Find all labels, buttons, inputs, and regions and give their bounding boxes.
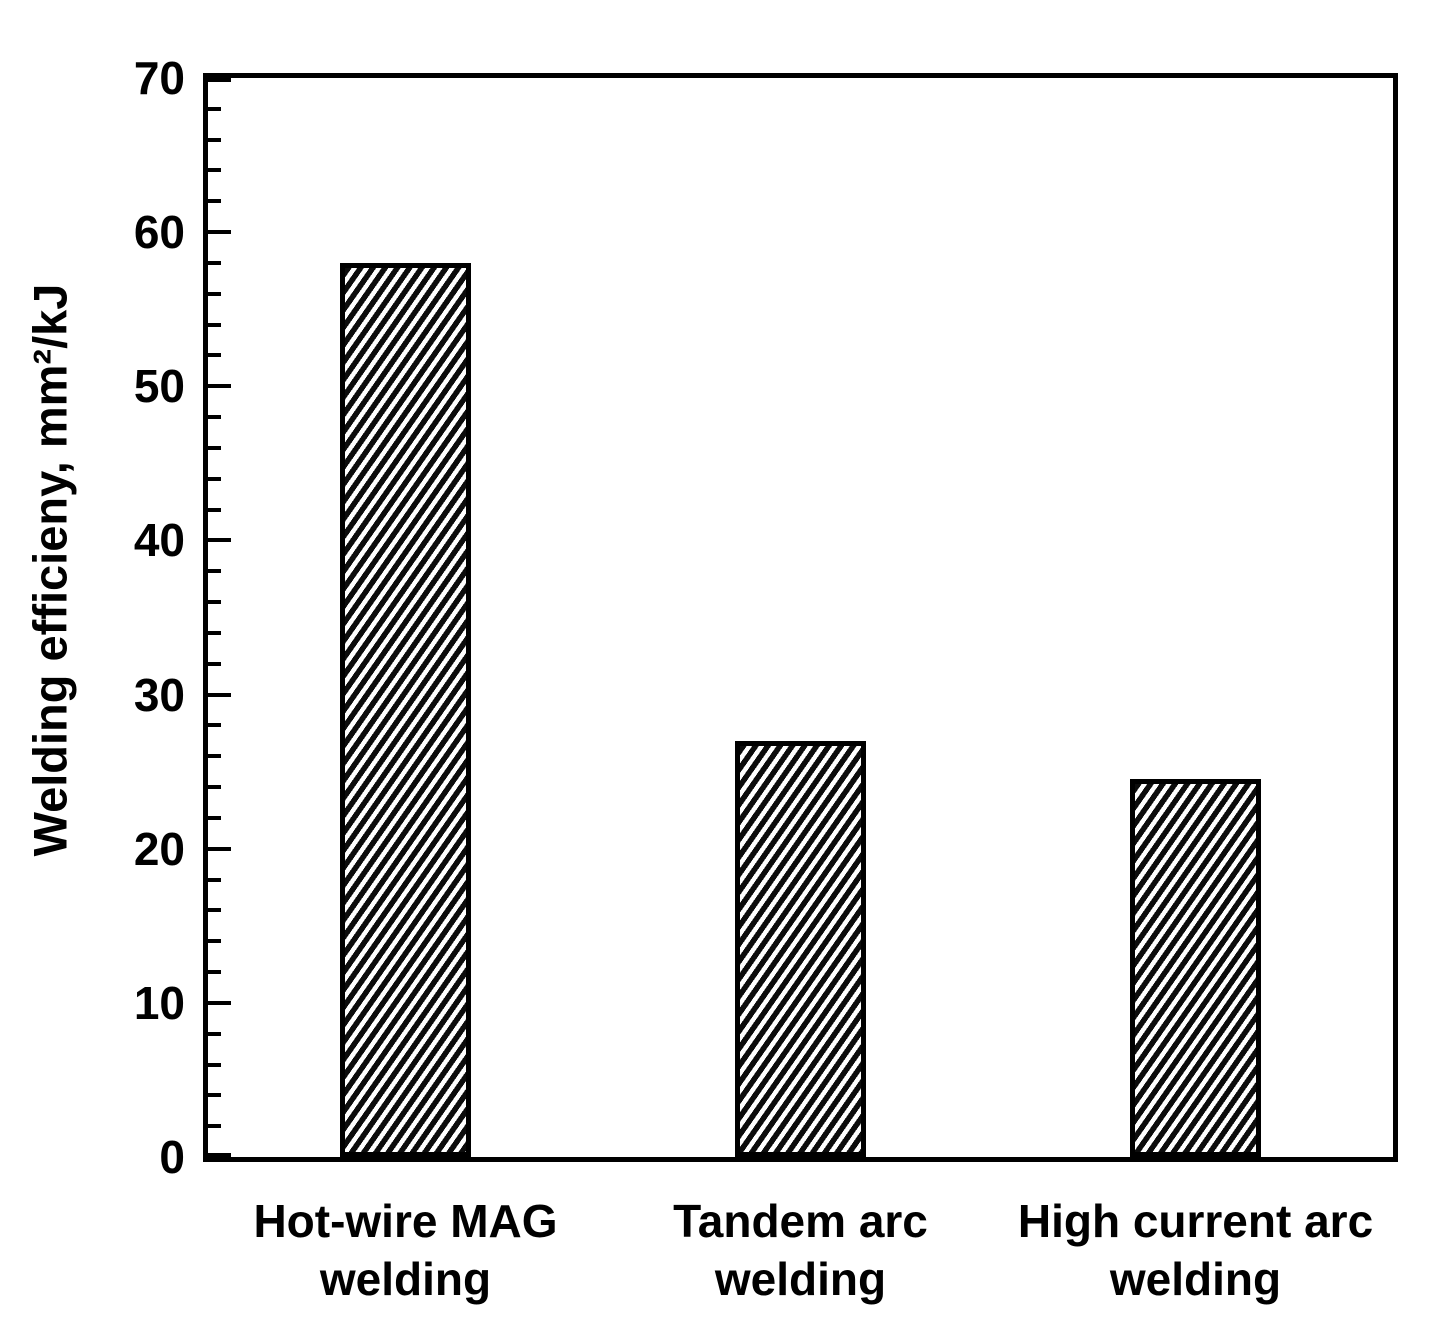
y-major-tick	[208, 384, 231, 389]
y-minor-tick	[208, 723, 221, 728]
y-minor-tick	[208, 322, 221, 327]
y-minor-tick	[208, 137, 221, 142]
y-tick-label: 70	[133, 52, 185, 104]
y-major-tick	[208, 538, 231, 543]
y-minor-tick	[208, 1062, 221, 1067]
y-minor-tick	[208, 291, 221, 296]
y-minor-tick	[208, 199, 221, 204]
y-minor-tick	[208, 353, 221, 358]
y-minor-tick	[208, 1093, 221, 1098]
y-tick-label: 50	[133, 360, 185, 413]
y-major-tick	[208, 78, 231, 82]
bar	[1130, 779, 1261, 1157]
y-minor-tick	[208, 569, 221, 574]
y-minor-tick	[208, 415, 221, 420]
y-minor-tick	[208, 260, 221, 265]
y-minor-tick	[208, 970, 221, 975]
y-minor-tick	[208, 600, 221, 605]
y-minor-tick	[208, 445, 221, 450]
y-tick-labels: 0 10 20 30 40 50 60 70	[20, 52, 185, 1183]
y-major-tick	[208, 692, 231, 697]
y-minor-tick	[208, 785, 221, 790]
bar	[735, 740, 866, 1157]
y-minor-tick	[208, 106, 221, 111]
y-minor-tick	[208, 630, 221, 635]
y-minor-tick	[208, 661, 221, 666]
y-tick-label: 30	[133, 668, 185, 721]
bar	[340, 262, 471, 1157]
y-tick-label: 10	[133, 976, 185, 1029]
x-category-label: High current arc welding	[1017, 1195, 1374, 1305]
plot-area	[203, 73, 1398, 1162]
y-minor-tick	[208, 1031, 221, 1036]
y-minor-tick	[208, 939, 221, 944]
y-minor-tick	[208, 476, 221, 481]
y-minor-tick	[208, 877, 221, 882]
y-tick-label: 20	[133, 822, 185, 875]
y-minor-tick	[208, 754, 221, 759]
y-tick-label: 60	[133, 206, 185, 259]
x-category-label: Hot-wire MAG welding	[253, 1195, 558, 1305]
y-minor-tick	[208, 507, 221, 512]
x-category-label: Tandem arc welding	[673, 1195, 928, 1305]
y-minor-tick	[208, 168, 221, 173]
y-tick-label: 0	[159, 1131, 185, 1183]
y-major-tick	[208, 1153, 231, 1157]
y-major-tick	[208, 846, 231, 851]
y-minor-tick	[208, 1124, 221, 1129]
y-tick-label: 40	[133, 514, 185, 567]
y-major-tick	[208, 1000, 231, 1005]
y-minor-tick	[208, 815, 221, 820]
y-minor-tick	[208, 908, 221, 913]
y-major-tick	[208, 230, 231, 235]
